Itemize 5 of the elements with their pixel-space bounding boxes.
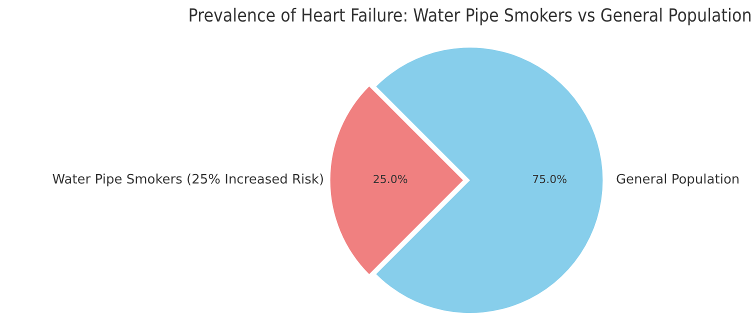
slice-label: Water Pipe Smokers (25% Increased Risk) [52, 172, 324, 188]
data-label: 75.0% [532, 173, 568, 186]
slice-label: General Population [616, 172, 740, 188]
data-label: 25.0% [372, 173, 408, 186]
chart-title: Prevalence of Heart Failure: Water Pipe Smokers vs General Population [188, 6, 752, 27]
